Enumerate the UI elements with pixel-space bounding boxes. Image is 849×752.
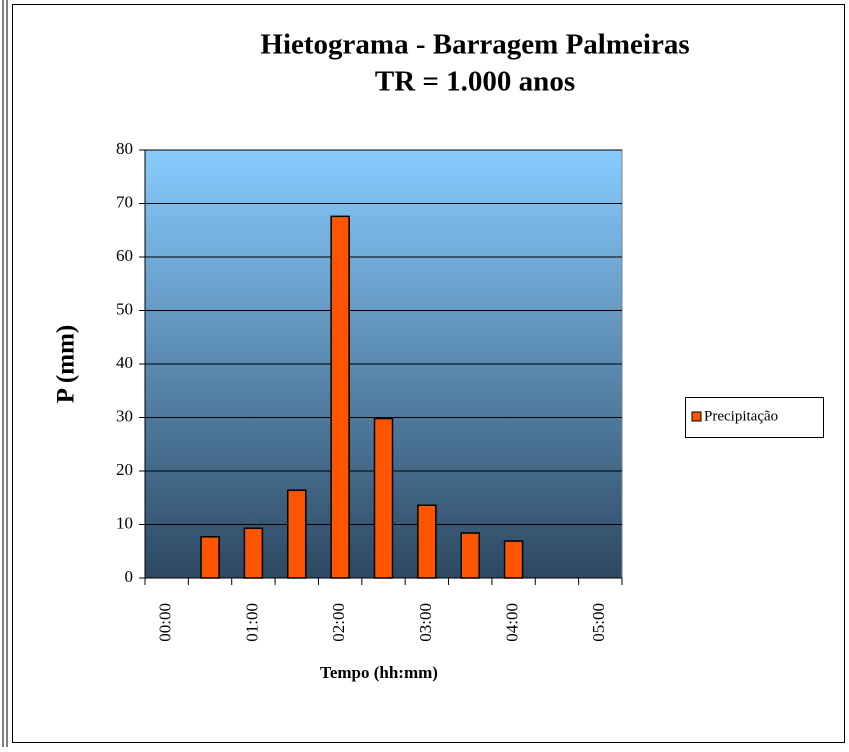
x-tick-label: 01:00: [242, 603, 261, 642]
x-tick-label: 05:00: [589, 603, 608, 642]
x-tick-label: 03:00: [416, 603, 435, 642]
y-tick-label: 50: [116, 299, 133, 318]
x-tick-label: 04:00: [502, 603, 521, 642]
y-tick-label: 40: [116, 353, 133, 372]
y-tick-label: 80: [116, 139, 133, 158]
bar: [200, 536, 220, 579]
bar: [330, 215, 350, 579]
y-tick-label: 10: [116, 513, 133, 532]
y-tick-label: 20: [116, 460, 133, 479]
bar: [287, 489, 307, 579]
bar: [373, 417, 394, 579]
legend: [685, 397, 824, 438]
legend-label: Precipitação: [704, 408, 778, 424]
y-axis-title: P (mm): [53, 325, 80, 403]
y-tick-label: 70: [116, 192, 133, 211]
chart-title: Hietograma - Barragem Palmeiras: [260, 29, 689, 61]
bar: [460, 532, 480, 579]
y-tick-label: 30: [116, 406, 133, 425]
x-axis-title: Tempo (hh:mm): [320, 663, 438, 682]
bar: [503, 540, 524, 579]
y-tick-label: 0: [125, 567, 134, 586]
legend-swatch: [691, 411, 702, 422]
bar: [243, 527, 264, 579]
x-tick-label: 00:00: [156, 603, 175, 642]
x-tick-label: 02:00: [329, 603, 348, 642]
bar: [417, 504, 437, 579]
y-tick-label: 60: [116, 246, 133, 265]
chart-subtitle: TR = 1.000 anos: [375, 66, 575, 98]
